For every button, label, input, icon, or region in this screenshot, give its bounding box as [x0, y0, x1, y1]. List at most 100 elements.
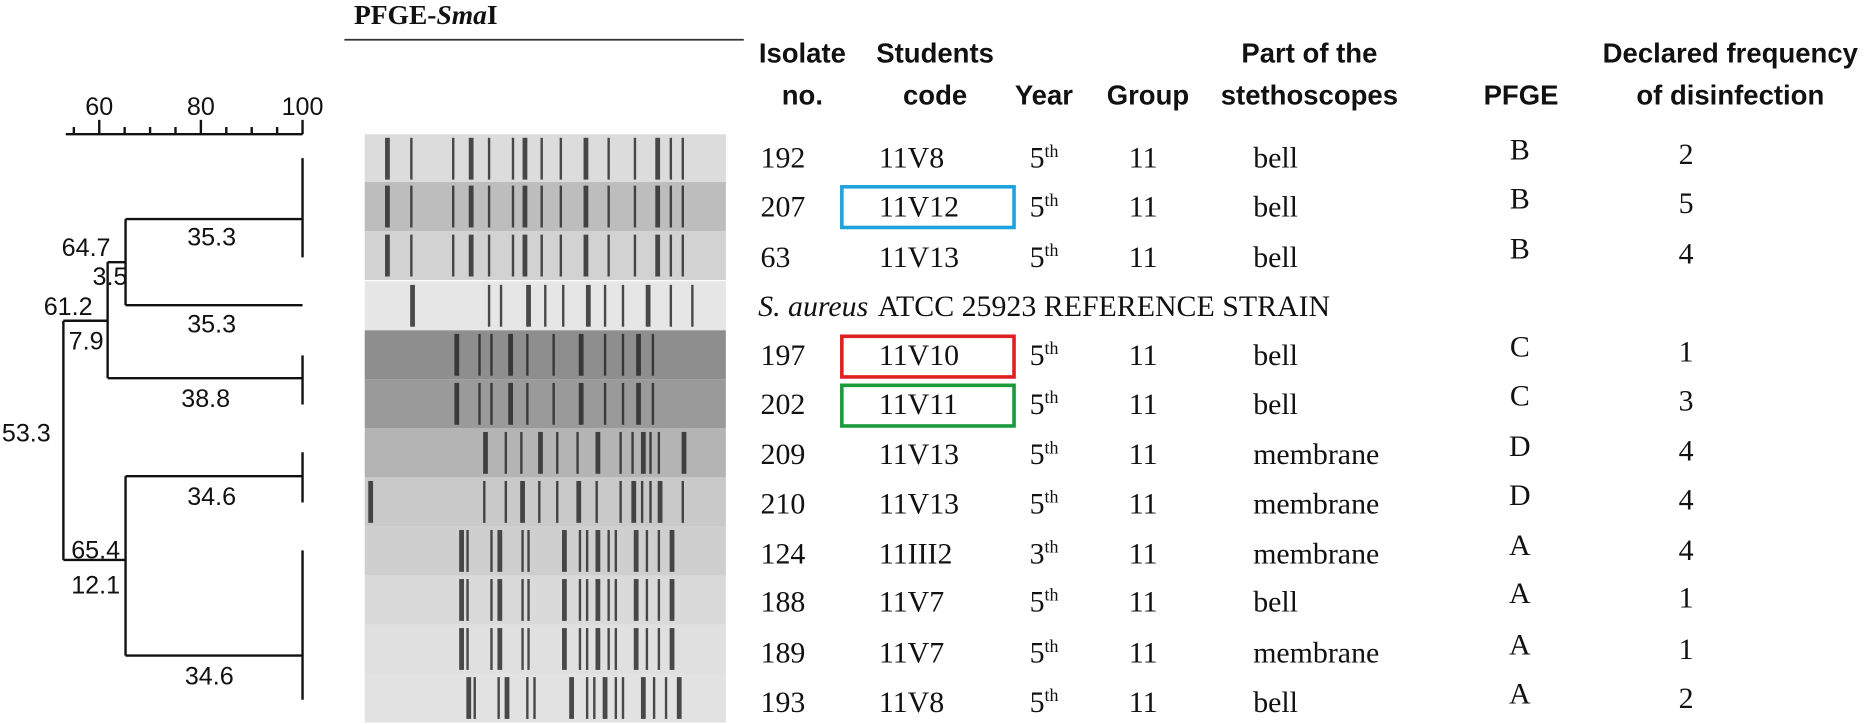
- gel-band: [664, 677, 668, 719]
- gel-band: [669, 284, 673, 327]
- stethoscope-part: bell: [1253, 142, 1298, 175]
- gel-band: [607, 234, 610, 277]
- gel-band: [578, 579, 582, 621]
- pfge-type: B: [1510, 133, 1530, 166]
- node-label: 7.9: [69, 327, 104, 355]
- gel-band: [681, 480, 684, 523]
- gel-band: [640, 677, 646, 719]
- gel-band: [521, 579, 524, 621]
- scale-label: 80: [187, 93, 215, 121]
- gel-band: [640, 431, 646, 474]
- reference-name: ATCC 25923 REFERENCE STRAIN: [878, 290, 1330, 323]
- gel-band: [459, 530, 464, 572]
- year: 5th: [1030, 387, 1059, 421]
- gel-band: [533, 677, 536, 719]
- year-number: 5: [1030, 142, 1045, 175]
- gel-band: [499, 284, 503, 327]
- gel-band: [657, 628, 661, 670]
- column-header: of disinfection: [1636, 79, 1824, 110]
- table: Isolate no. Students code Year Group Part of t…: [758, 37, 1859, 718]
- gel-band: [645, 579, 649, 621]
- gel-band: [452, 234, 455, 277]
- dendrogram: [62, 158, 304, 700]
- gel-band: [520, 480, 525, 523]
- gel-band: [385, 234, 390, 277]
- gel-band: [578, 333, 584, 376]
- gel-band: [633, 628, 639, 670]
- gel-band: [583, 234, 589, 277]
- gel-band: [595, 431, 601, 474]
- gel-band: [631, 431, 634, 474]
- stethoscope-part: bell: [1253, 241, 1298, 274]
- gel-band: [459, 579, 464, 621]
- stethoscope-part: bell: [1253, 191, 1298, 224]
- gel-band: [544, 284, 547, 327]
- disinfection-frequency: 1: [1679, 582, 1694, 615]
- column-header: Declared frequency: [1603, 37, 1859, 68]
- dendrogram-scale: [65, 119, 304, 136]
- gel-band: [655, 185, 661, 228]
- gel-lane: [364, 477, 726, 527]
- student-code: 11V8: [879, 686, 944, 719]
- gel-band: [655, 137, 661, 180]
- gel-lane: [364, 624, 726, 674]
- year-suffix: th: [1045, 537, 1059, 557]
- gel-band: [669, 579, 675, 621]
- gel-band: [576, 431, 579, 474]
- column-header: Group: [1107, 79, 1190, 110]
- gel-band: [607, 579, 610, 621]
- year-suffix: th: [1045, 585, 1059, 605]
- pfge-type: A: [1509, 577, 1531, 610]
- gel-band: [681, 137, 684, 180]
- gel-band: [669, 628, 675, 670]
- gel-band: [487, 284, 491, 327]
- gel-band: [538, 480, 541, 523]
- gel-band: [490, 333, 493, 376]
- year: 5th: [1030, 338, 1059, 372]
- gel-band: [657, 431, 661, 474]
- gel-band: [603, 333, 607, 376]
- disinfection-frequency: 1: [1679, 633, 1694, 666]
- stethoscope-part: bell: [1253, 339, 1298, 372]
- gel-band: [526, 333, 529, 376]
- gel-band: [645, 530, 649, 572]
- gel-band: [681, 185, 684, 228]
- gel-band: [521, 628, 524, 670]
- gel-band: [603, 382, 607, 425]
- gel-band: [657, 579, 661, 621]
- node-label: 12.1: [71, 571, 120, 599]
- gel-band: [595, 579, 601, 621]
- scale-label: 60: [85, 93, 113, 121]
- year-suffix: th: [1045, 636, 1059, 656]
- stethoscope-part: membrane: [1253, 438, 1379, 471]
- gel-band: [459, 628, 464, 670]
- gel-band: [454, 333, 460, 376]
- isolate-no: 207: [761, 191, 806, 224]
- group: 11: [1129, 339, 1158, 372]
- gel-band: [526, 382, 529, 425]
- gel-band: [410, 284, 415, 327]
- gel-band: [691, 284, 694, 327]
- gel-band: [669, 137, 673, 180]
- year-number: 5: [1030, 637, 1045, 670]
- gel-band: [410, 137, 413, 180]
- node-label: 64.7: [62, 234, 111, 262]
- gel-band: [681, 234, 684, 277]
- gel-band: [556, 480, 559, 523]
- gel-band: [497, 530, 503, 572]
- year-suffix: th: [1045, 141, 1059, 161]
- gel-band: [649, 431, 652, 474]
- student-code: 11V13: [879, 487, 959, 520]
- gel-band: [410, 234, 413, 277]
- year: 5th: [1030, 487, 1059, 521]
- branch-label: 34.6: [187, 483, 236, 511]
- student-code: 11V8: [879, 142, 944, 175]
- year-number: 5: [1030, 487, 1045, 520]
- gel-band: [497, 628, 503, 670]
- gel-band: [504, 677, 510, 719]
- gel-band: [504, 480, 508, 523]
- gel-band: [676, 677, 682, 719]
- column-header: Students: [876, 37, 994, 68]
- gel-band: [468, 234, 474, 277]
- gel-band: [452, 137, 455, 180]
